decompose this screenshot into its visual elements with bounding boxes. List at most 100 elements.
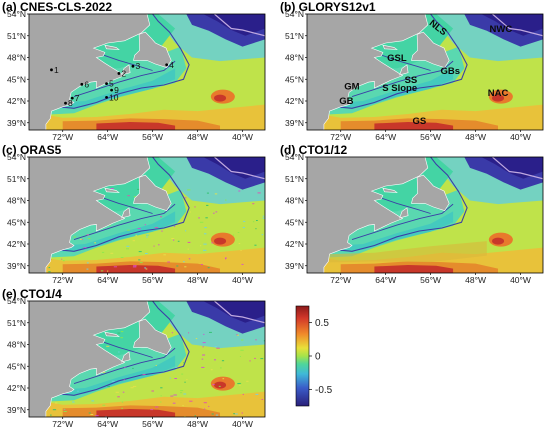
colorbar-svg: 0.5 0 -0.5 [295, 305, 333, 407]
lat-tick: 42°N [7, 383, 26, 393]
lon-tick: 72°W [52, 132, 73, 142]
lat-tick: 48°N [285, 53, 304, 63]
lat-tick: 42°N [285, 96, 304, 106]
map-d: 54°N 51°N 48°N 45°N 42°N 39°N 72°W 64°W 56°W 48°W… [285, 152, 544, 285]
lat-tick: 54°N [285, 152, 304, 162]
lat-tick: 51°N [7, 174, 26, 184]
station-marker [165, 63, 169, 67]
station-marker [110, 88, 113, 92]
lat-tick: 51°N [285, 31, 304, 41]
lon-tick: 64°W [97, 275, 118, 285]
lat-tick: 39°N [285, 261, 304, 271]
lon-tick: 56°W [142, 132, 163, 142]
colorbar-tick: -0.5 [315, 385, 333, 396]
station-marker [105, 82, 108, 85]
station-marker [64, 101, 67, 105]
lat-tick: 48°N [7, 53, 26, 63]
station-label: 3 [135, 61, 140, 71]
lon-tick: 56°W [142, 275, 163, 285]
lon-tick: 72°W [52, 275, 73, 285]
lat-tick: 48°N [7, 340, 26, 350]
panel-title: (e) CTO1/4 [2, 287, 62, 301]
panel-title: (b) GLORYS12v1 [280, 0, 376, 14]
lon-tick: 40°W [232, 419, 253, 429]
panel-e: (e) CTO1/4 54°N 51°N 48°N 45°N 42°N 39°N 72°W 6… [0, 287, 270, 429]
lat-tick: 54°N [7, 152, 26, 162]
station-marker [80, 82, 84, 86]
colorbar-tick: 0 [315, 352, 321, 363]
panel-b: (b) GLORYS12v1 54°N 51°N 48°N 45°N 42°N 39°N 7… [278, 0, 548, 142]
station-label: 5 [109, 79, 114, 89]
lat-tick: 39°N [7, 118, 26, 128]
station-marker [50, 68, 53, 72]
map-c: 54°N 51°N 48°N 45°N 42°N 39°N 72°W 64°W 56°W 48°W… [7, 152, 266, 285]
lon-tick: 56°W [420, 275, 441, 285]
region-label: GBs [441, 66, 461, 77]
lat-tick: 45°N [285, 217, 304, 227]
lat-tick: 39°N [7, 405, 26, 415]
region-label: SS [405, 75, 418, 86]
lat-tick: 39°N [7, 261, 26, 271]
panel-title: (a) CNES-CLS-2022 [2, 0, 113, 14]
panel-a: (a) CNES-CLS-2022 54°N 51°N 48°N 45°N 42°N 39… [0, 0, 270, 142]
station-marker [117, 72, 121, 75]
lon-tick: 64°W [97, 132, 118, 142]
lat-tick: 45°N [7, 217, 26, 227]
lon-tick: 48°W [187, 132, 208, 142]
map-e: 54°N 51°N 48°N 45°N 42°N 39°N 72°W 64°W 56°W 48°W… [7, 296, 266, 429]
colorbar-gradient [295, 305, 310, 407]
lat-tick: 42°N [7, 96, 26, 106]
station-label: 1 [54, 65, 59, 75]
lat-tick: 54°N [285, 9, 304, 19]
lat-tick: 51°N [285, 174, 304, 184]
lat-tick: 48°N [285, 196, 304, 206]
lat-tick: 51°N [7, 318, 26, 328]
region-label: S Slope [382, 83, 417, 94]
lat-tick: 54°N [7, 9, 26, 19]
station-label: 8 [68, 98, 73, 108]
lat-tick: 45°N [285, 74, 304, 84]
panel-c: (c) ORAS5 54°N 51°N 48°N 45°N 42°N 39°N 72°W 64… [0, 143, 270, 285]
region-label: GSL [387, 53, 407, 64]
lon-tick: 48°W [465, 132, 486, 142]
region-label: GS [413, 116, 427, 127]
lon-tick: 64°W [375, 132, 396, 142]
lon-tick: 56°W [420, 132, 441, 142]
panel-d: (d) CTO1/12 54°N 51°N 48°N 45°N 42°N 39°N 72°W… [278, 143, 548, 285]
colorbar-tick: 0.5 [315, 318, 329, 329]
lon-tick: 72°W [330, 132, 351, 142]
station-marker [105, 95, 108, 99]
lat-tick: 51°N [7, 31, 26, 41]
lat-tick: 45°N [7, 361, 26, 371]
station-label: 6 [84, 79, 89, 89]
lon-tick: 72°W [52, 419, 73, 429]
station-marker [70, 96, 74, 100]
station-label: 7 [75, 93, 80, 103]
lat-tick: 48°N [7, 196, 26, 206]
lat-tick: 54°N [7, 296, 26, 306]
lat-tick: 45°N [7, 74, 26, 84]
lon-tick: 48°W [465, 275, 486, 285]
lon-tick: 56°W [142, 419, 163, 429]
lon-tick: 40°W [510, 275, 531, 285]
region-label: NWC [490, 24, 513, 35]
panel-title: (d) CTO1/12 [280, 143, 348, 157]
panel-title: (c) ORAS5 [2, 143, 62, 157]
region-label: GM [344, 81, 359, 92]
lon-tick: 64°W [375, 275, 396, 285]
map-a: 54°N 51°N 48°N 45°N 42°N 39°N 72°W 64°W 56°W 48°W… [7, 9, 266, 142]
colorbar: 0.5 0 -0.5 [290, 302, 420, 412]
lat-tick: 39°N [285, 118, 304, 128]
lon-tick: 40°W [510, 132, 531, 142]
station-marker [131, 64, 135, 68]
map-b: 54°N 51°N 48°N 45°N 42°N 39°N 72°W 64°W 56°W 48°W… [285, 9, 544, 142]
lat-tick: 42°N [7, 239, 26, 249]
station-label: 4 [169, 60, 174, 70]
lon-tick: 48°W [187, 419, 208, 429]
lat-tick: 42°N [285, 239, 304, 249]
station-label: 10 [109, 92, 119, 102]
station-label: 2 [121, 68, 126, 78]
station-label: 9 [114, 85, 119, 95]
lon-tick: 72°W [330, 275, 351, 285]
region-label: GB [339, 96, 353, 107]
